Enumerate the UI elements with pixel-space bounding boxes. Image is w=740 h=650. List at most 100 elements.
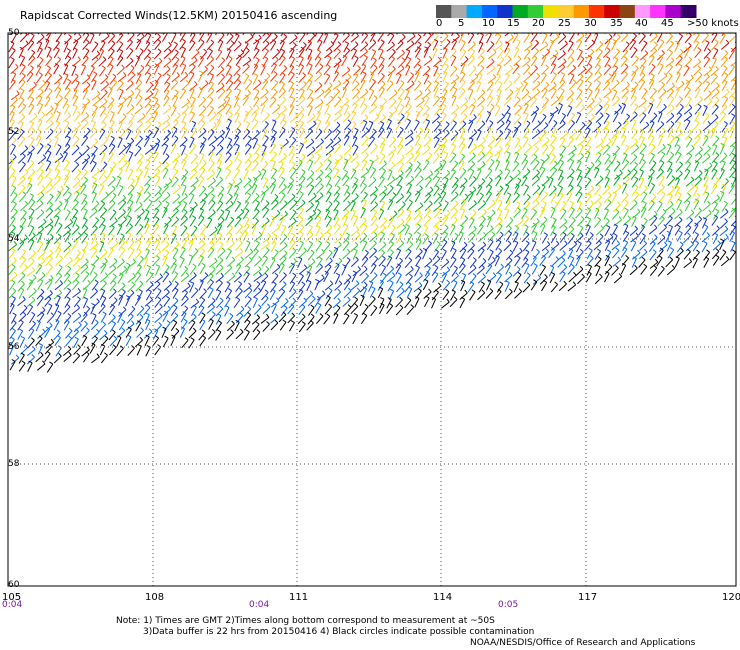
wind-barb bbox=[550, 99, 560, 107]
wind-barb bbox=[424, 233, 429, 237]
wind-barb bbox=[327, 55, 332, 59]
wind-barb bbox=[274, 249, 279, 253]
wind-barb bbox=[108, 86, 113, 90]
wind-barb bbox=[432, 258, 441, 267]
wind-barb bbox=[526, 168, 531, 172]
wind-barb bbox=[9, 218, 16, 228]
wind-barb bbox=[313, 192, 317, 197]
wind-barb bbox=[142, 112, 146, 117]
wind-barb bbox=[261, 123, 269, 133]
wind-barb bbox=[271, 202, 279, 211]
wind-barb bbox=[552, 217, 557, 221]
wind-barb bbox=[137, 38, 142, 42]
wind-barb bbox=[129, 199, 134, 203]
wind-barb bbox=[217, 329, 222, 333]
wind-barb bbox=[396, 290, 405, 299]
wind-barb bbox=[315, 217, 322, 227]
wind-barb bbox=[557, 53, 566, 61]
wind-barb bbox=[149, 232, 154, 237]
wind-barb bbox=[163, 83, 171, 93]
wind-barb bbox=[550, 193, 557, 203]
wind-barb bbox=[275, 56, 279, 61]
wind-barb bbox=[226, 315, 234, 325]
wind-barb bbox=[449, 82, 457, 92]
wind-barb bbox=[108, 138, 115, 148]
wind-barb bbox=[20, 239, 25, 243]
wind-barb bbox=[477, 276, 486, 284]
wind-barb bbox=[578, 129, 582, 133]
wind-barb bbox=[258, 272, 263, 276]
wind-barb bbox=[299, 142, 304, 146]
wind-barb bbox=[332, 300, 341, 309]
wind-barb bbox=[150, 144, 154, 149]
wind-barb bbox=[380, 63, 385, 67]
wind-barb bbox=[245, 329, 250, 333]
wind-barb bbox=[209, 235, 217, 244]
wind-barb bbox=[72, 291, 81, 298]
wind-barb bbox=[45, 326, 50, 330]
wind-barb bbox=[261, 43, 270, 52]
wind-barb bbox=[454, 160, 459, 164]
wind-barb bbox=[326, 112, 331, 116]
wind-barb bbox=[199, 320, 206, 331]
wind-barb bbox=[499, 169, 503, 173]
wind-barb bbox=[564, 129, 569, 134]
wind-barb bbox=[424, 179, 432, 188]
wind-barb bbox=[138, 159, 143, 164]
wind-barb bbox=[436, 120, 441, 125]
wind-barb bbox=[500, 231, 504, 236]
wind-barb bbox=[461, 88, 466, 92]
wind-barb bbox=[462, 79, 466, 83]
wind-barb bbox=[388, 100, 397, 109]
wind-barb bbox=[395, 299, 403, 308]
wind-barb bbox=[31, 296, 36, 301]
wind-barb bbox=[524, 184, 529, 188]
wind-barb bbox=[325, 218, 332, 228]
wind-barb bbox=[46, 305, 53, 315]
wind-barb bbox=[146, 345, 151, 348]
wind-barb bbox=[173, 95, 178, 98]
wind-barb bbox=[434, 65, 439, 68]
wind-barb bbox=[319, 144, 323, 148]
wind-barb bbox=[45, 162, 52, 172]
wind-barb bbox=[328, 128, 333, 133]
wind-barb bbox=[225, 196, 233, 205]
wind-barb bbox=[318, 39, 323, 43]
wind-barb bbox=[243, 112, 250, 122]
wind-barb bbox=[127, 284, 136, 293]
wind-barb bbox=[236, 65, 241, 69]
wind-barb bbox=[20, 88, 25, 91]
wind-barb bbox=[154, 203, 162, 211]
wind-barb bbox=[188, 236, 197, 245]
wind-barb bbox=[307, 65, 313, 75]
wind-barb bbox=[512, 242, 519, 252]
wind-barb bbox=[471, 79, 475, 83]
wind-barb bbox=[584, 33, 592, 43]
wind-barb bbox=[468, 267, 477, 275]
wind-barb bbox=[262, 179, 269, 189]
wind-barb bbox=[336, 121, 341, 126]
wind-barb bbox=[170, 259, 177, 269]
wind-barb bbox=[116, 177, 122, 188]
wind-barb bbox=[368, 106, 377, 114]
wind-barb bbox=[417, 63, 422, 68]
wind-barb bbox=[157, 234, 162, 239]
wind-barb bbox=[164, 335, 169, 339]
wind-barb bbox=[265, 121, 269, 125]
wind-barb bbox=[99, 209, 108, 218]
wind-barb bbox=[270, 215, 275, 219]
wind-barb bbox=[423, 291, 432, 299]
wind-barb bbox=[233, 35, 240, 45]
wind-barb bbox=[289, 274, 297, 284]
wind-barb bbox=[559, 273, 566, 283]
wind-barb bbox=[186, 98, 190, 103]
wind-barb bbox=[271, 304, 277, 315]
wind-barb bbox=[415, 150, 420, 154]
wind-barb bbox=[272, 25, 275, 27]
wind-barb bbox=[130, 137, 135, 142]
wind-barb bbox=[436, 113, 441, 118]
wind-barb bbox=[251, 317, 261, 325]
wind-barb bbox=[207, 108, 214, 117]
wind-barb bbox=[128, 250, 135, 259]
